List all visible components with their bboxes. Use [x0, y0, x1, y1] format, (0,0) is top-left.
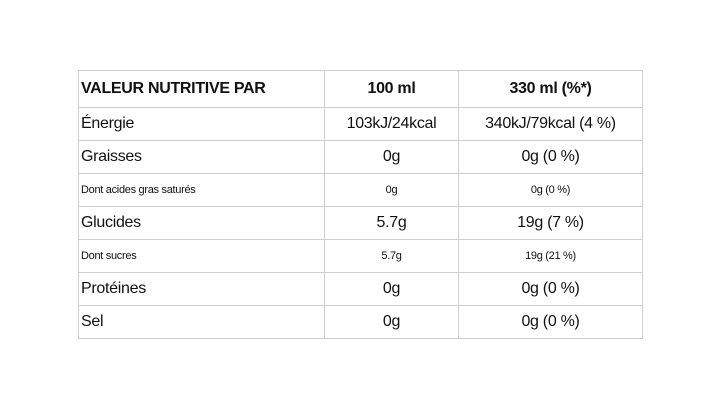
value-per-330ml: 0g (0 %): [458, 140, 643, 174]
value-per-330ml: 0g (0 %): [458, 173, 643, 207]
nutrient-label: Dont acides gras saturés: [78, 173, 325, 207]
header-nutrient: VALEUR NUTRITIVE PAR: [78, 70, 325, 108]
value-per-330ml: 340kJ/79kcal (4 %): [458, 107, 643, 141]
value-per-100ml: 0g: [324, 305, 459, 339]
value-per-330ml: 19g (21 %): [458, 239, 643, 273]
table-row-graisses: Graisses 0g 0g (0 %): [78, 140, 643, 174]
value-per-100ml: 0g: [324, 272, 459, 306]
table-row-acides-gras-satures: Dont acides gras saturés 0g 0g (0 %): [78, 173, 643, 207]
nutrient-label: Énergie: [78, 107, 325, 141]
header-per-330ml: 330 ml (%*): [458, 70, 643, 108]
header-per-100ml: 100 ml: [324, 70, 459, 108]
value-per-100ml: 5.7g: [324, 239, 459, 273]
value-per-330ml: 0g (0 %): [458, 305, 643, 339]
value-per-100ml: 0g: [324, 173, 459, 207]
nutrition-table: VALEUR NUTRITIVE PAR 100 ml 330 ml (%*) …: [78, 70, 643, 339]
nutrient-label: Protéines: [78, 272, 325, 306]
table-row-sucres: Dont sucres 5.7g 19g (21 %): [78, 239, 643, 273]
value-per-100ml: 5.7g: [324, 206, 459, 240]
value-per-100ml: 103kJ/24kcal: [324, 107, 459, 141]
table-row-glucides: Glucides 5.7g 19g (7 %): [78, 206, 643, 240]
value-per-100ml: 0g: [324, 140, 459, 174]
value-per-330ml: 0g (0 %): [458, 272, 643, 306]
nutrient-label: Graisses: [78, 140, 325, 174]
nutrient-label: Sel: [78, 305, 325, 339]
value-per-330ml: 19g (7 %): [458, 206, 643, 240]
table-row-energie: Énergie 103kJ/24kcal 340kJ/79kcal (4 %): [78, 107, 643, 141]
table-row-proteines: Protéines 0g 0g (0 %): [78, 272, 643, 306]
nutrient-label: Glucides: [78, 206, 325, 240]
nutrient-label: Dont sucres: [78, 239, 325, 273]
header-row: VALEUR NUTRITIVE PAR 100 ml 330 ml (%*): [78, 70, 643, 108]
table-row-sel: Sel 0g 0g (0 %): [78, 305, 643, 339]
